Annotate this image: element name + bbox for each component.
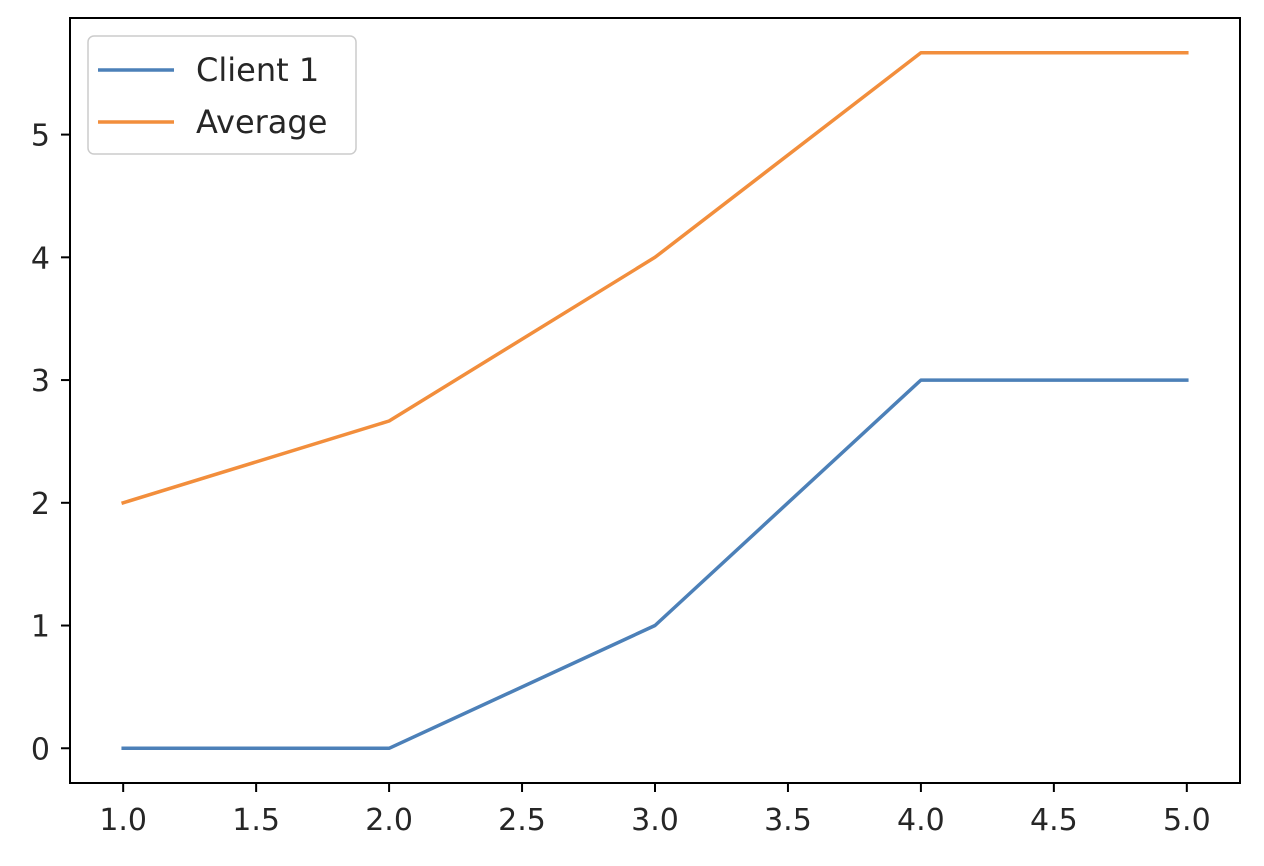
legend-items: Client 1 Average: [98, 51, 327, 141]
y-tick-label: 4: [31, 241, 50, 276]
legend-label-1: Client 1: [196, 51, 319, 89]
x-tick-label: 1.0: [99, 803, 147, 838]
legend-box: [87, 35, 357, 155]
x-tick-label: 2.5: [498, 803, 546, 838]
x-tick-label: 1.5: [232, 803, 280, 838]
y-tick-label: 3: [31, 364, 50, 399]
x-tick-label: 3.5: [764, 803, 812, 838]
y-tick-label: 2: [31, 487, 50, 522]
plot-frame: [69, 17, 1241, 784]
series-layer: [121, 51, 1189, 751]
legend-label-2: Average: [196, 103, 327, 141]
series-line-1: [121, 378, 1189, 751]
x-tick-label: 4.5: [1030, 803, 1078, 838]
y-tick-label: 1: [31, 610, 50, 645]
x-tick-label: 3.0: [631, 803, 679, 838]
legend: Client 1 Average: [87, 35, 357, 155]
series-line-2: [121, 51, 1189, 505]
y-tick-label: 5: [31, 119, 50, 154]
x-tick-label: 4.0: [897, 803, 945, 838]
x-tick-label: 2.0: [365, 803, 413, 838]
x-tick-label: 5.0: [1163, 803, 1211, 838]
y-tick-label: 0: [31, 732, 50, 767]
axis-ticks: 1.0 1.5 2.0 2.5 3.0 3.5 4.0 4.5 5.0 0 1 2 3 4 5: [31, 119, 1211, 838]
